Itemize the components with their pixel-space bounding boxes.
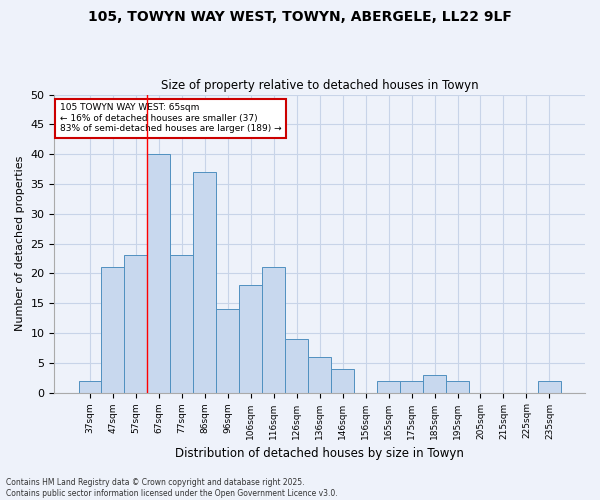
Title: Size of property relative to detached houses in Towyn: Size of property relative to detached ho… [161, 79, 479, 92]
Bar [423, 374, 446, 392]
Text: 105 TOWYN WAY WEST: 65sqm
← 16% of detached houses are smaller (37)
83% of semi-: 105 TOWYN WAY WEST: 65sqm ← 16% of detac… [60, 104, 281, 134]
Bar [538, 380, 561, 392]
Bar [446, 380, 469, 392]
Text: 105, TOWYN WAY WEST, TOWYN, ABERGELE, LL22 9LF: 105, TOWYN WAY WEST, TOWYN, ABERGELE, LL… [88, 10, 512, 24]
Bar [170, 256, 193, 392]
Bar [400, 380, 423, 392]
Bar [331, 368, 354, 392]
Bar [285, 339, 308, 392]
Bar [193, 172, 217, 392]
Bar [79, 380, 101, 392]
Y-axis label: Number of detached properties: Number of detached properties [15, 156, 25, 331]
Bar [308, 357, 331, 392]
Bar [262, 268, 285, 392]
Text: Contains HM Land Registry data © Crown copyright and database right 2025.
Contai: Contains HM Land Registry data © Crown c… [6, 478, 338, 498]
X-axis label: Distribution of detached houses by size in Towyn: Distribution of detached houses by size … [175, 447, 464, 460]
Bar [101, 268, 124, 392]
Bar [239, 286, 262, 393]
Bar [217, 309, 239, 392]
Bar [148, 154, 170, 392]
Bar [377, 380, 400, 392]
Bar [124, 256, 148, 392]
